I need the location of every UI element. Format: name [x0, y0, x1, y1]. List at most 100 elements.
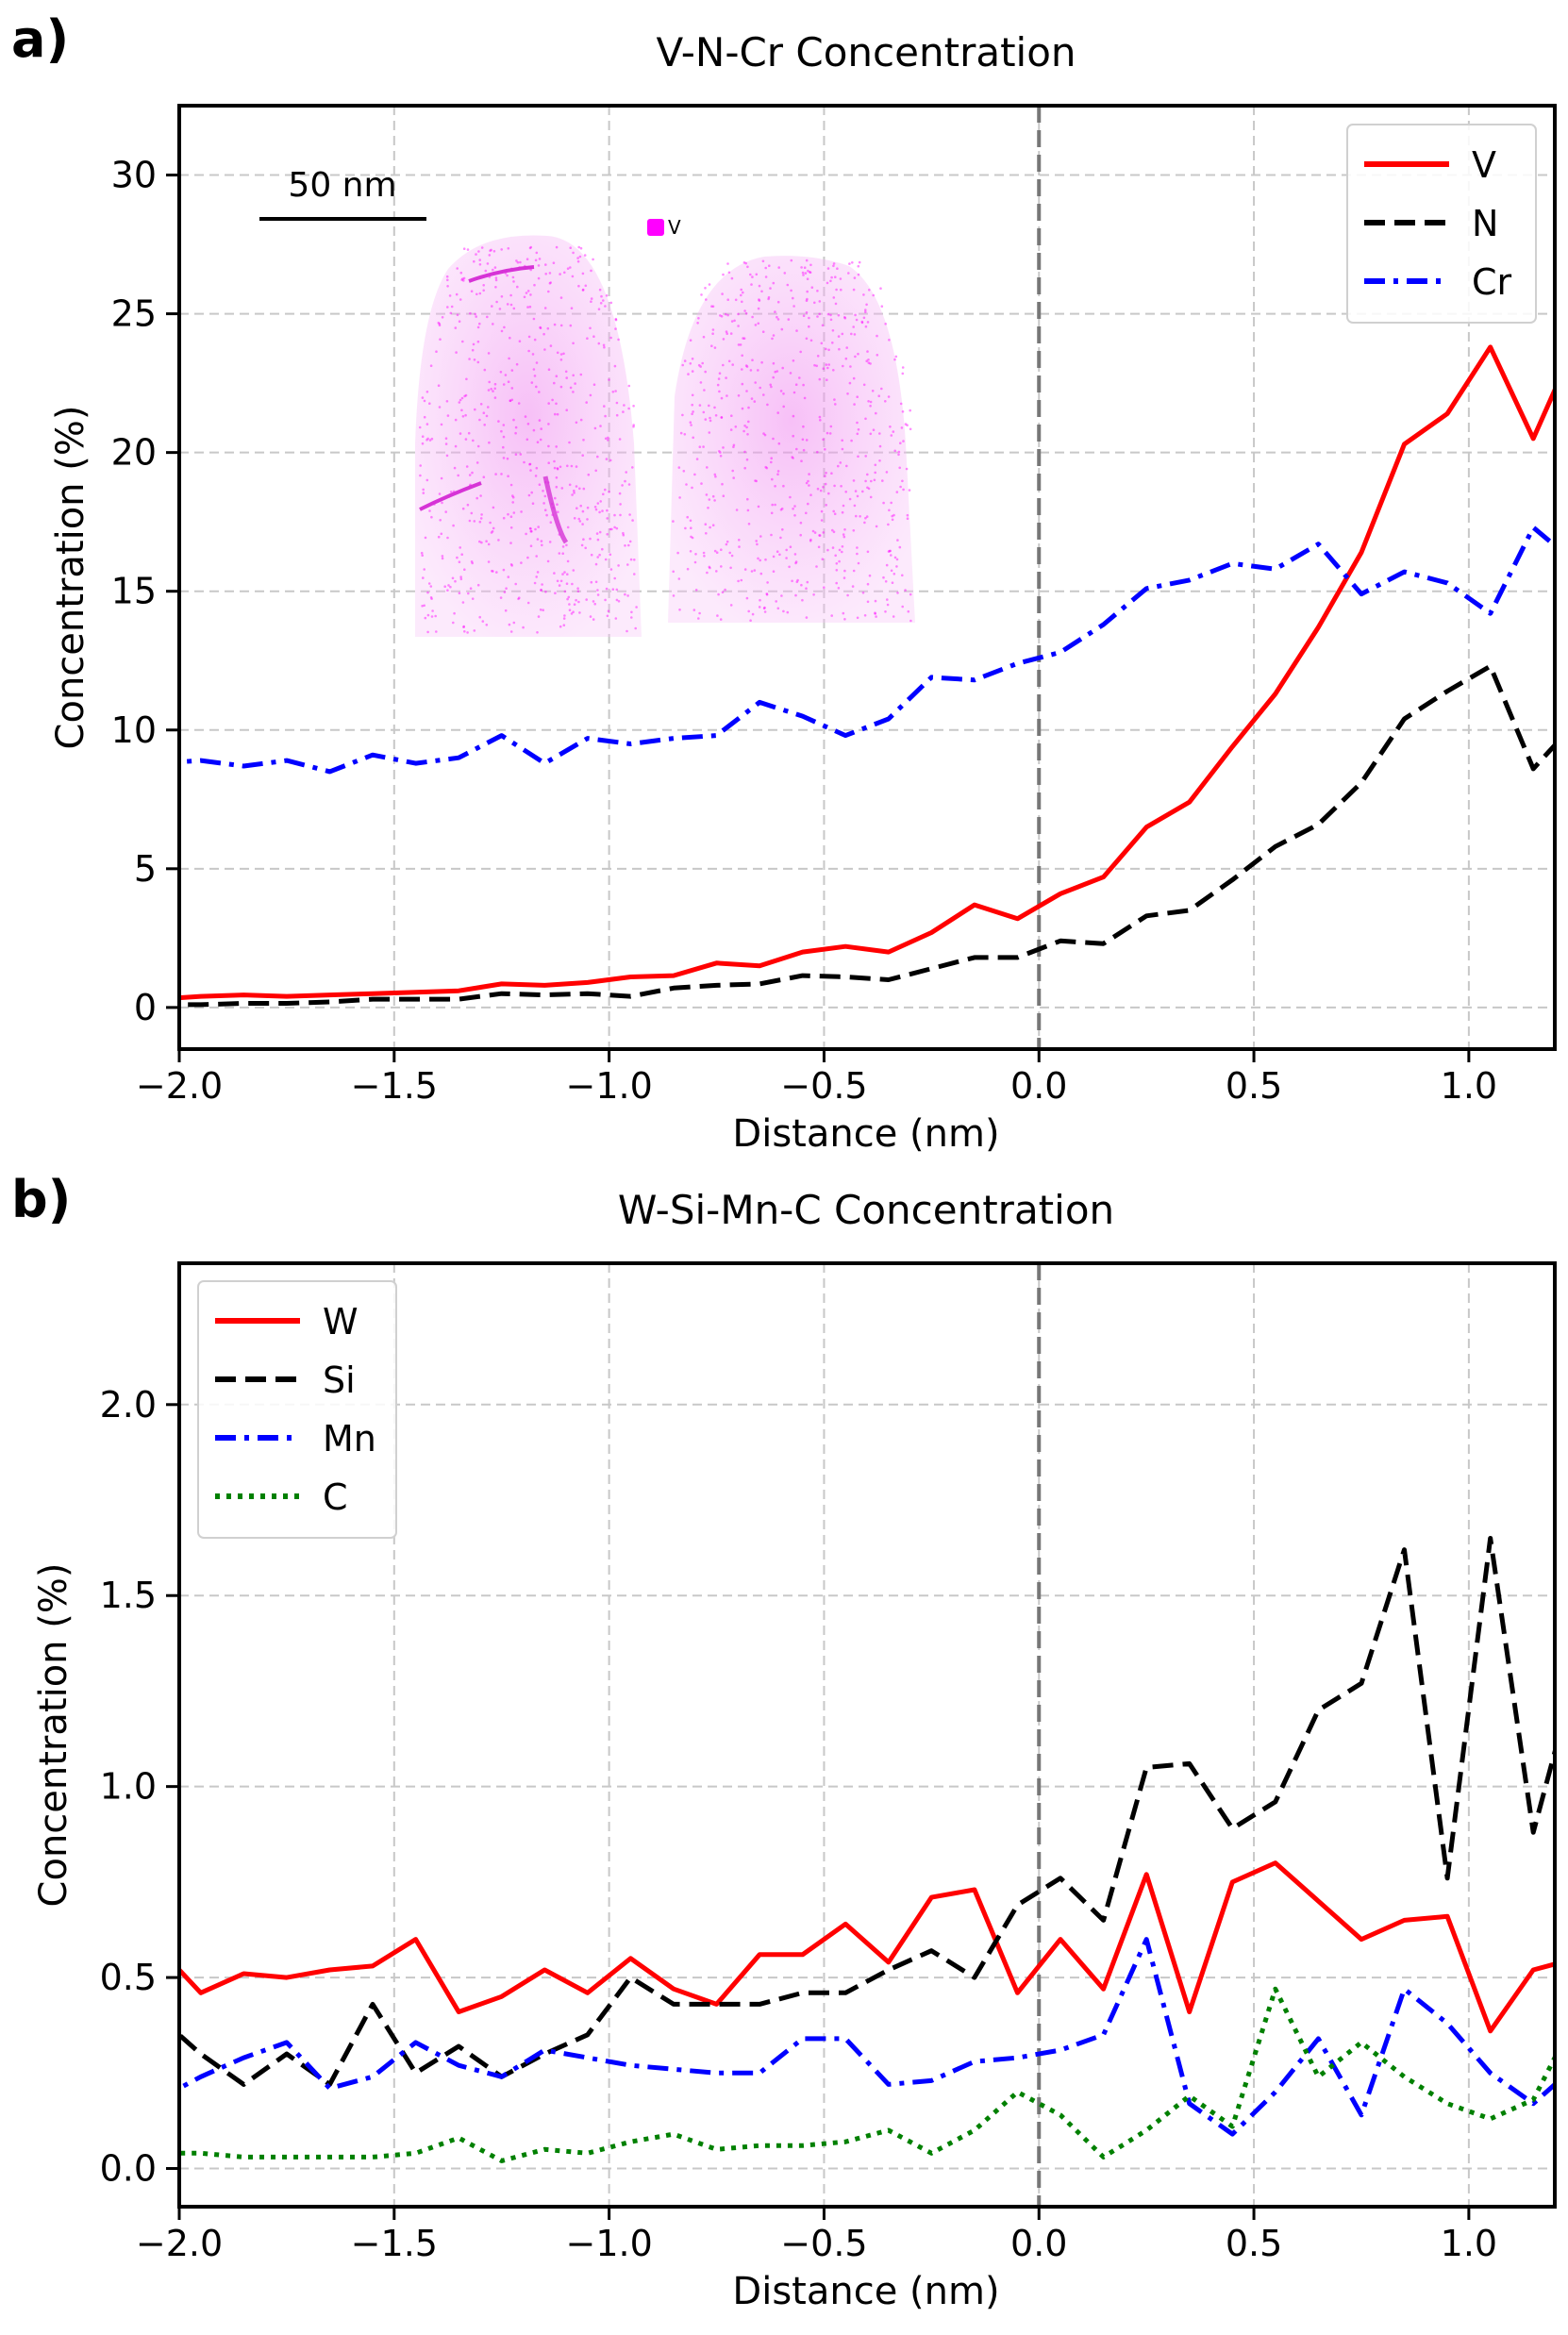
atom-dot — [535, 466, 539, 470]
atom-dot — [785, 557, 788, 559]
atom-dot — [698, 445, 702, 449]
atom-dot — [461, 601, 465, 604]
atom-dot — [870, 479, 873, 483]
atom-probe-feature-2 — [419, 481, 482, 511]
atom-dot — [887, 550, 891, 553]
chart-title-a: V-N-Cr Concentration — [656, 29, 1076, 75]
atom-dot — [677, 577, 681, 580]
atom-dot — [547, 402, 550, 405]
atom-dot — [565, 543, 568, 547]
atom-dot — [782, 609, 785, 613]
atom-dot — [794, 593, 797, 597]
atom-dot — [579, 418, 583, 422]
atom-dot — [537, 615, 541, 618]
x-axis-label-b: Distance (nm) — [732, 2270, 999, 2313]
atom-dot — [627, 384, 631, 388]
atom-dot — [772, 570, 776, 573]
atom-dot — [705, 532, 708, 535]
atom-dot — [529, 529, 533, 533]
atom-dot — [875, 615, 877, 618]
x-tick-label: 1.0 — [1441, 1065, 1497, 1107]
atom-dot — [475, 315, 478, 318]
atom-dot — [868, 289, 871, 292]
atom-dot — [613, 576, 616, 580]
atom-dot — [885, 563, 889, 567]
atom-dot — [535, 385, 538, 389]
atom-dot — [786, 610, 790, 614]
atom-dot — [509, 399, 512, 403]
atom-dot — [841, 510, 844, 514]
atom-dot — [601, 547, 604, 551]
atom-dot — [843, 528, 846, 531]
atom-dot — [788, 565, 791, 569]
atom-dot — [733, 319, 736, 323]
atom-dot — [462, 625, 466, 628]
atom-dot — [533, 581, 537, 585]
atom-dot — [509, 336, 511, 340]
atom-dot — [530, 530, 533, 533]
atom-dot — [794, 383, 798, 387]
atom-dot — [596, 455, 599, 459]
atom-dot — [852, 529, 856, 532]
atom-dot — [760, 360, 763, 364]
atom-dot — [838, 347, 841, 351]
atom-dot — [631, 466, 634, 469]
atom-dot — [720, 396, 724, 400]
atom-dot — [492, 390, 494, 392]
atom-dot — [754, 381, 757, 384]
atom-dot — [888, 509, 891, 512]
atom-dot — [902, 440, 905, 442]
atom-dot — [770, 533, 773, 537]
atom-dot — [901, 605, 904, 609]
atom-dot — [742, 261, 746, 264]
atom-dot — [423, 568, 426, 571]
atom-dot — [529, 469, 532, 472]
atom-dot — [867, 359, 870, 361]
atom-dot — [897, 450, 901, 454]
atom-dot — [805, 481, 809, 485]
atom-dot — [792, 296, 794, 300]
atom-dot — [428, 439, 432, 442]
atom-dot — [866, 473, 869, 476]
x-tick-label: −1.0 — [565, 2223, 652, 2264]
atom-dot — [681, 363, 684, 367]
atom-dot — [709, 416, 711, 420]
atom-dot — [487, 560, 491, 563]
atom-dot — [559, 385, 563, 389]
atom-dot — [494, 276, 498, 279]
atom-dot — [857, 273, 860, 276]
atom-dot — [896, 592, 899, 594]
atom-dot — [742, 337, 746, 341]
atom-dot — [555, 445, 558, 448]
atom-dot — [760, 290, 763, 293]
atom-dot — [549, 344, 553, 347]
atom-dot — [568, 441, 571, 444]
atom-dot — [557, 510, 559, 513]
atom-dot — [812, 593, 815, 596]
atom-dot — [476, 444, 480, 448]
atom-dot — [509, 630, 513, 633]
atom-dot — [856, 552, 859, 556]
atom-dot — [446, 414, 450, 417]
atom-dot — [778, 553, 781, 557]
atom-dot — [528, 246, 532, 250]
atom-dot — [806, 580, 809, 584]
atom-dot — [478, 292, 482, 295]
atom-dot — [524, 415, 527, 418]
atom-dot — [805, 299, 809, 303]
atom-dot — [573, 603, 576, 606]
atom-dot — [448, 294, 452, 297]
atom-dot — [777, 266, 780, 269]
atom-dot — [864, 325, 868, 328]
atom-dot — [767, 295, 771, 299]
atom-dot — [762, 607, 766, 610]
atom-dot — [826, 548, 829, 552]
atom-dot — [471, 348, 475, 352]
atom-dot — [826, 378, 828, 382]
atom-dot — [453, 611, 456, 615]
atom-dot — [608, 378, 610, 381]
atom-dot — [614, 617, 618, 620]
atom-dot — [907, 609, 910, 613]
atom-dot — [809, 538, 812, 542]
atom-dot — [580, 543, 584, 547]
